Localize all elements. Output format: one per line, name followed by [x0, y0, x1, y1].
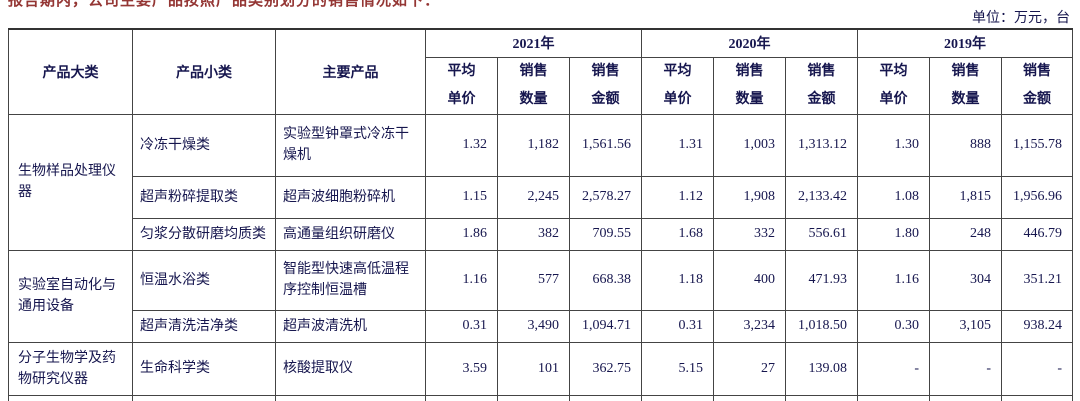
value-cell: 1,908: [713, 175, 787, 219]
value-cell: 1.30: [857, 113, 931, 177]
subcategory-cell: 恒温水浴类: [132, 249, 276, 311]
col-header-year-2021: 2021年: [424, 28, 643, 58]
value-cell: 1.15: [425, 175, 498, 219]
col-header-sales-amount-2020: 销售 金额: [785, 56, 859, 115]
col-header-avg-price-2020: 平均 单价: [641, 56, 715, 115]
value-cell: 382: [497, 217, 570, 251]
value-cell: 400: [713, 249, 787, 311]
table-header: 产品大类 产品小类 主要产品 2021年 2020年 2019年 平均 单价 销…: [8, 28, 1074, 115]
col-header-sales-qty-2019: 销售 数量: [929, 56, 1003, 115]
category-cell: 实验室自动化与通用设备: [8, 249, 133, 343]
value-cell: 27: [713, 341, 787, 396]
unit-label: 单位：万元，台: [972, 11, 1070, 26]
col-header-sales-amount-2019: 销售 金额: [1001, 56, 1074, 115]
table-row: 分子生物学及药物研究仪器 生命科学类 核酸提取仪 3.59 101 362.75…: [8, 341, 1074, 396]
table-row: 实验室自动化与通用设备 恒温水浴类 智能型快速高低温程序控制恒温槽 1.16 5…: [8, 249, 1074, 343]
value-cell: -: [929, 341, 1003, 396]
subcategory-cell: 超声粉碎提取类: [132, 175, 276, 219]
value-cell: 0.31: [425, 309, 498, 343]
value-cell: 446.79: [1001, 217, 1074, 251]
value-cell: 0.30: [857, 309, 931, 343]
value-cell: 1,182: [497, 113, 570, 177]
value-cell: 888: [929, 113, 1003, 177]
col-header-avg-price-2021: 平均 单价: [425, 56, 498, 115]
value-cell: 1.16: [425, 249, 498, 311]
value-cell: 709.55: [568, 217, 643, 251]
value-cell: 1,003: [713, 113, 787, 177]
header-row-years: 产品大类 产品小类 主要产品 2021年 2020年 2019年: [8, 28, 1074, 115]
value-cell: 101: [497, 341, 570, 396]
value-cell: 1,815: [929, 175, 1003, 219]
subcategory-cell: 冷冻干燥类: [132, 113, 276, 177]
value-cell: 3,234: [713, 309, 787, 343]
table-row: 超声清洗洁净类 超声波清洗机 0.31 3,490 1,094.71 0.31 …: [9, 309, 1074, 343]
col-header-product: 主要产品: [275, 28, 426, 115]
value-cell: 0.31: [641, 309, 715, 343]
product-cell: 超声波细胞粉碎机: [275, 175, 426, 219]
subcategory-cell: 匀浆分散研磨均质类: [132, 217, 276, 251]
table-row: 超声粉碎提取类 超声波细胞粉碎机 1.15 2,245 2,578.27 1.1…: [9, 175, 1074, 219]
product-cell: 智能型快速高低温程序控制恒温槽: [275, 249, 426, 311]
value-cell: 1.68: [641, 217, 715, 251]
product-cell: 核酸提取仪: [275, 341, 426, 396]
table-body: 生物样品处理仪器 冷冻干燥类 实验型钟罩式冷冻干燥机 1.32 1,182 1,…: [8, 113, 1074, 401]
value-cell: 5.15: [641, 341, 715, 396]
value-cell: 1.18: [641, 249, 715, 311]
col-header-year-2020: 2020年: [641, 28, 859, 58]
value-cell: 139.08: [785, 341, 859, 396]
col-header-category: 产品大类: [8, 28, 133, 115]
header-row-metrics: 平均 单价 销售 数量 销售 金额 平均 单价 销售 数量: [9, 56, 1074, 115]
product-cell: 高通量组织研磨仪: [275, 217, 426, 251]
value-cell: 1.32: [425, 113, 498, 177]
value-cell: 3,105: [929, 309, 1003, 343]
value-cell: 1.12: [641, 175, 715, 219]
value-cell: 332: [713, 217, 787, 251]
value-cell: -: [1001, 341, 1074, 396]
value-cell: -: [857, 341, 931, 396]
value-cell: 2,133.42: [785, 175, 859, 219]
subcategory-cell: 超声清洗洁净类: [132, 309, 276, 343]
value-cell: 1.08: [857, 175, 931, 219]
product-sales-table: 产品大类 产品小类 主要产品 2021年 2020年 2019年 平均 单价 销…: [8, 28, 1074, 401]
value-cell: 362.75: [568, 341, 643, 396]
value-cell: 668.38: [568, 249, 643, 311]
value-cell: 1.80: [857, 217, 931, 251]
value-cell: 3.59: [425, 341, 498, 396]
col-header-sales-qty-2020: 销售 数量: [713, 56, 787, 115]
col-header-subcategory: 产品小类: [132, 28, 276, 115]
value-cell: 304: [929, 249, 1003, 311]
value-cell: 577: [497, 249, 570, 311]
value-cell: 2,245: [497, 175, 570, 219]
value-cell: 1,018.50: [785, 309, 859, 343]
value-cell: 248: [929, 217, 1003, 251]
value-cell: 1.86: [425, 217, 498, 251]
value-cell: 1,313.12: [785, 113, 859, 177]
value-cell: 351.21: [1001, 249, 1074, 311]
value-cell: 1,956.96: [1001, 175, 1074, 219]
value-cell: 2,578.27: [568, 175, 643, 219]
col-header-sales-qty-2021: 销售 数量: [497, 56, 570, 115]
value-cell: 556.61: [785, 217, 859, 251]
product-cell: 超声波清洗机: [275, 309, 426, 343]
value-cell: 1,561.56: [568, 113, 643, 177]
value-cell: 471.93: [785, 249, 859, 311]
category-cell: 生物样品处理仪器: [8, 113, 133, 251]
clipped-paragraph: 报告期内，公司主要产品按照产品类别划分的销售情况如下：: [8, 0, 441, 9]
clipped-partial-row: [8, 394, 1074, 401]
value-cell: 1,094.71: [568, 309, 643, 343]
table-row: 匀浆分散研磨均质类 高通量组织研磨仪 1.86 382 709.55 1.68 …: [9, 217, 1074, 251]
value-cell: 1.31: [641, 113, 715, 177]
subcategory-cell: 生命科学类: [132, 341, 276, 396]
col-header-sales-amount-2021: 销售 金额: [568, 56, 643, 115]
value-cell: 1.16: [857, 249, 931, 311]
value-cell: 3,490: [497, 309, 570, 343]
table-row: 生物样品处理仪器 冷冻干燥类 实验型钟罩式冷冻干燥机 1.32 1,182 1,…: [8, 113, 1074, 251]
value-cell: 1,155.78: [1001, 113, 1074, 177]
col-header-year-2019: 2019年: [857, 28, 1074, 58]
product-cell: 实验型钟罩式冷冻干燥机: [275, 113, 426, 177]
col-header-avg-price-2019: 平均 单价: [857, 56, 931, 115]
category-cell: 分子生物学及药物研究仪器: [8, 341, 133, 396]
value-cell: 938.24: [1001, 309, 1074, 343]
